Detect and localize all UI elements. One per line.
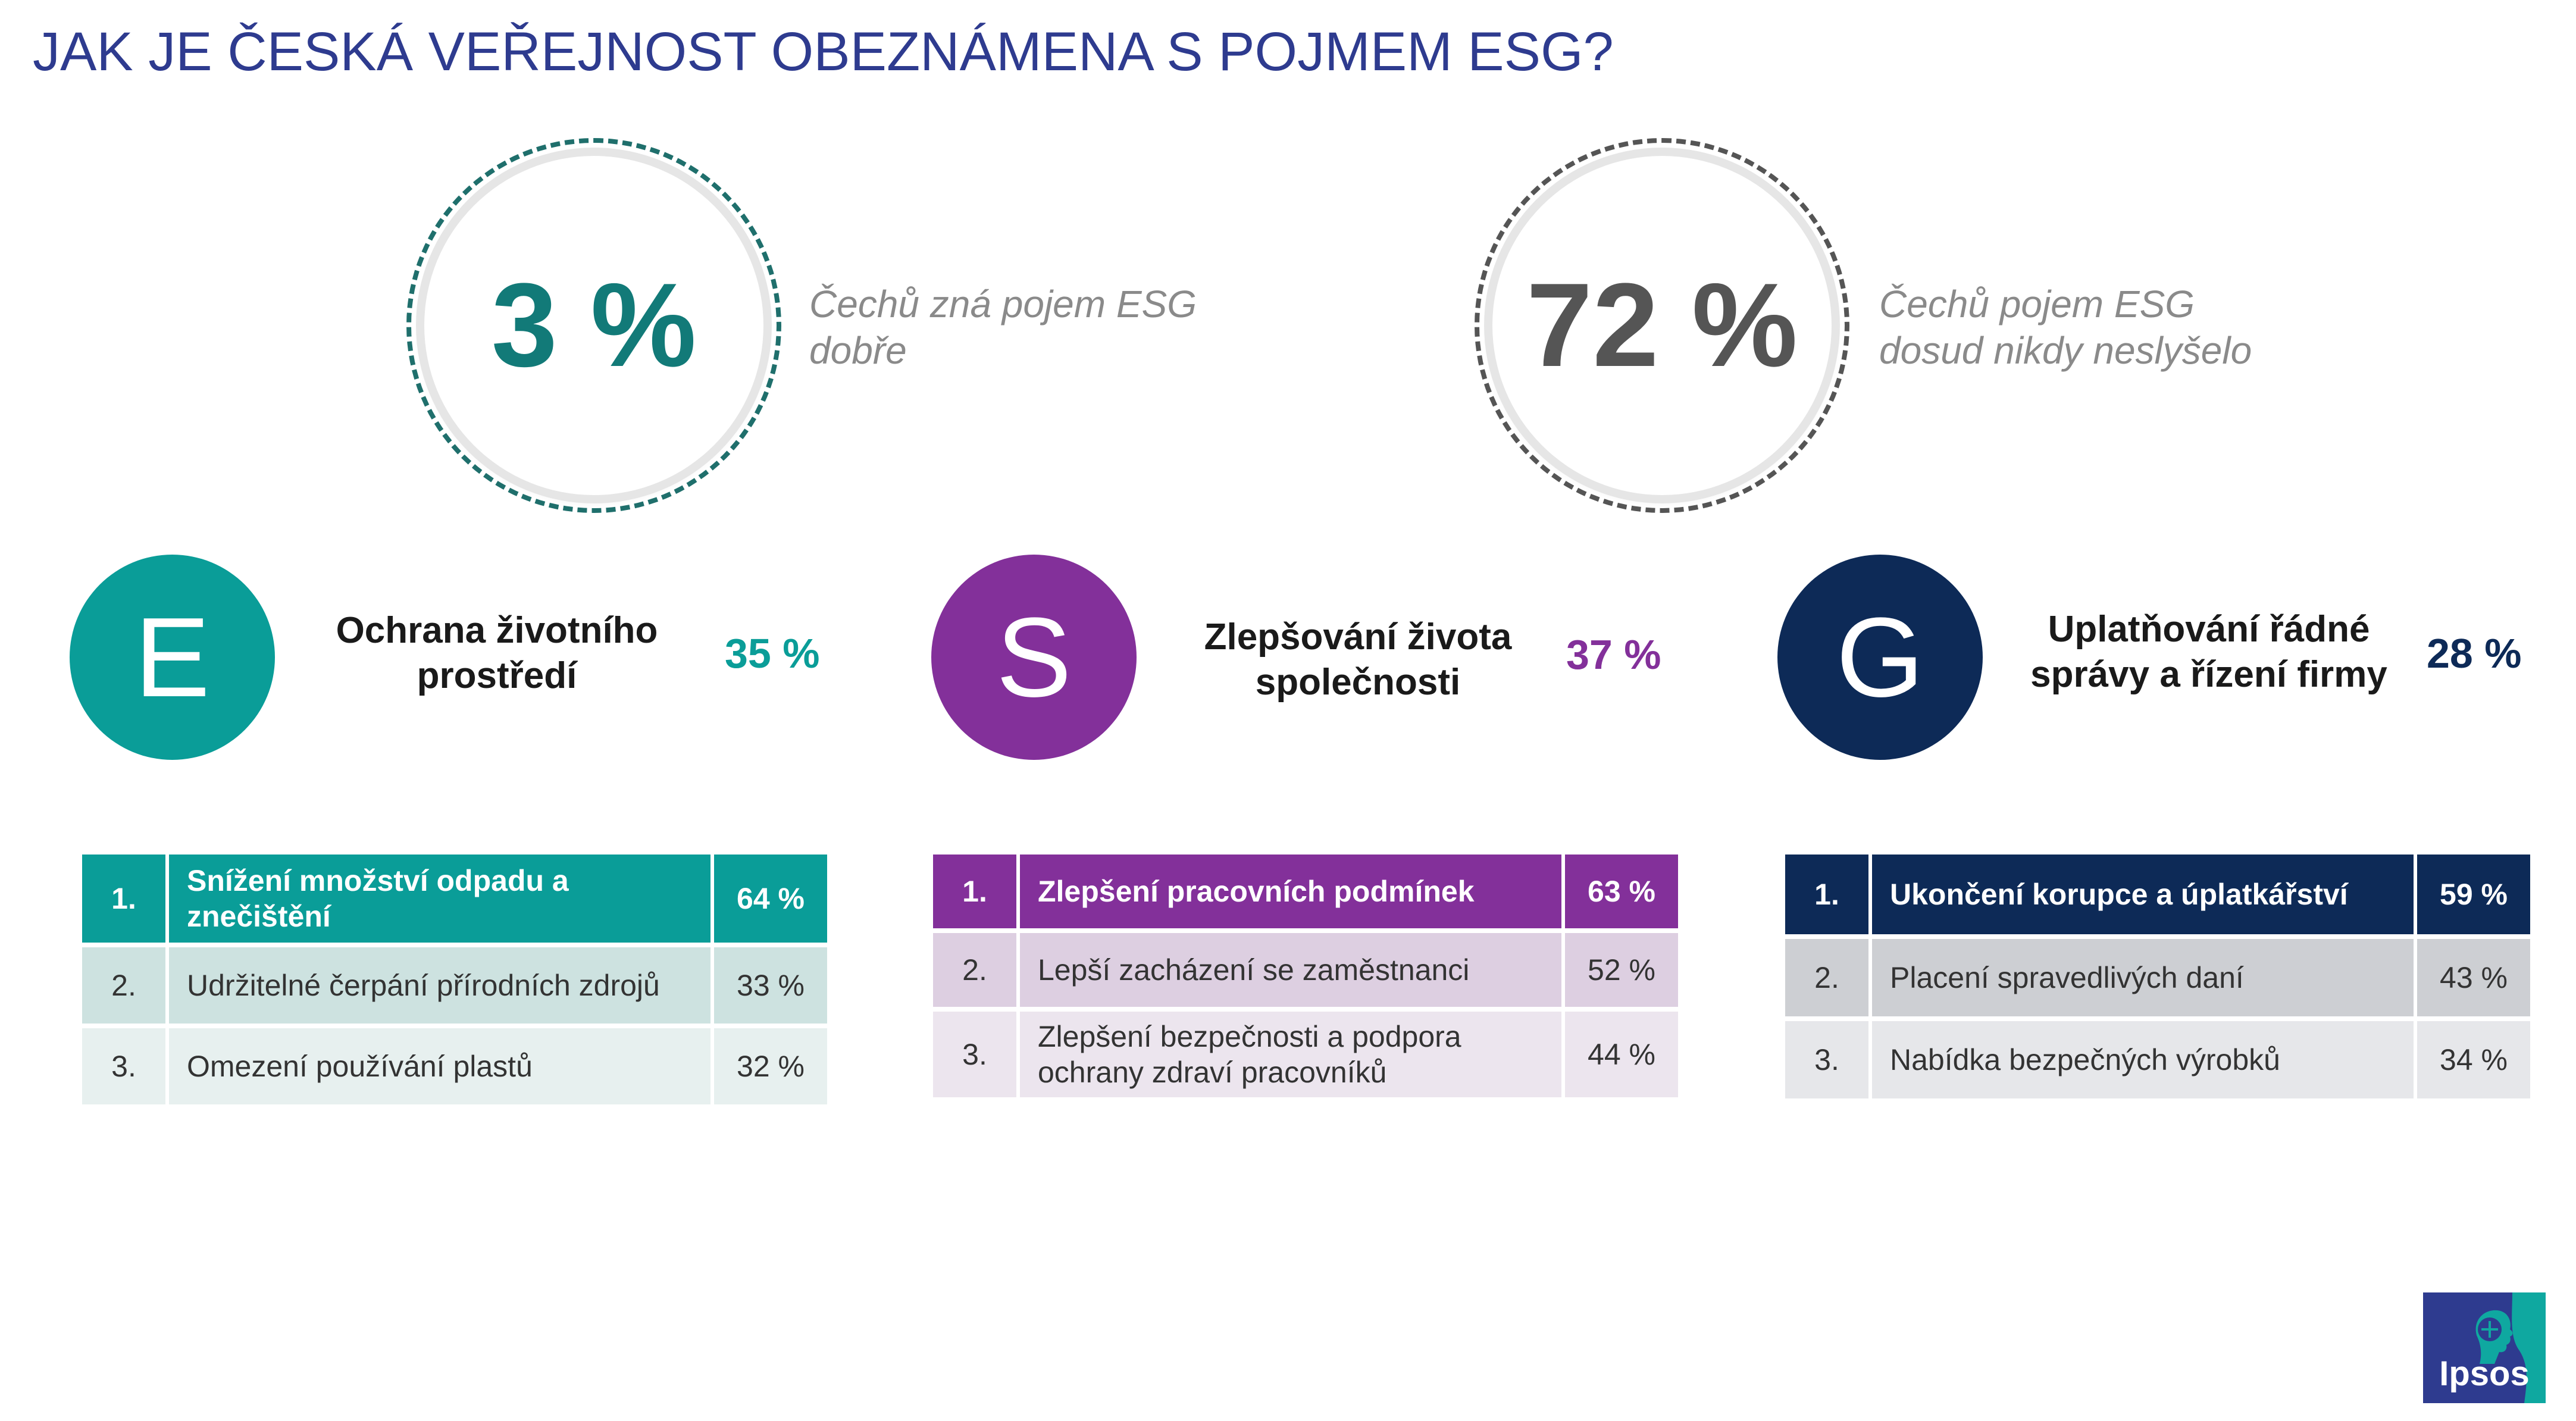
- rank-cell: 3.: [82, 1028, 169, 1104]
- pillar-e-name: Ochrana životního prostředí: [336, 610, 658, 696]
- table-row: 1. Snížení množství odpadu a znečištění …: [82, 855, 827, 943]
- ipsos-logo: Ipsos: [2423, 1292, 2546, 1403]
- ipsos-face-icon: [2475, 1292, 2546, 1403]
- pillar-g-name: Uplatňování řádné správy a řízení firmy: [2030, 609, 2387, 695]
- pct-cell: 44 %: [1565, 1012, 1678, 1097]
- pillar-s-table: 1. Zlepšení pracovních podmínek 63 % 2. …: [933, 850, 1678, 1102]
- table-row: 1. Ukončení korupce a úplatkářství 59 %: [1785, 855, 2530, 934]
- item-cell: Ukončení korupce a úplatkářství: [1872, 855, 2417, 934]
- item-cell: Zlepšení pracovních podmínek: [1020, 855, 1565, 928]
- pillar-e-circle: E: [70, 555, 275, 760]
- table-row: 3. Omezení používání plastů 32 %: [82, 1028, 827, 1104]
- rank-cell: 3.: [933, 1012, 1020, 1097]
- pct-cell: 64 %: [714, 855, 827, 943]
- table-row: 2. Udržitelné čerpání přírodních zdrojů …: [82, 947, 827, 1024]
- rank-cell: 2.: [82, 947, 169, 1024]
- table-row: 2. Placení spravedlivých daní 43 %: [1785, 939, 2530, 1016]
- item-cell: Nabídka bezpečných výrobků: [1872, 1021, 2417, 1098]
- item-cell: Lepší zacházení se zaměstnanci: [1020, 933, 1565, 1007]
- item-cell: Omezení používání plastů: [169, 1028, 714, 1104]
- pillar-g-circle: G: [1777, 555, 1983, 760]
- stat-circle-never-heard: 72 %: [1492, 156, 1832, 495]
- rank-cell: 1.: [933, 855, 1020, 928]
- rank-cell: 1.: [82, 855, 169, 943]
- item-cell: Udržitelné čerpání přírodních zdrojů: [169, 947, 714, 1024]
- item-cell: Snížení množství odpadu a znečištění: [169, 855, 714, 943]
- table-row: 1. Zlepšení pracovních podmínek 63 %: [933, 855, 1678, 928]
- stat-value-known: 3 %: [491, 259, 697, 392]
- pillar-s-circle: S: [931, 555, 1137, 760]
- pct-cell: 52 %: [1565, 933, 1678, 1007]
- pillar-e-pct: 35 %: [725, 630, 820, 677]
- table-row: 3. Zlepšení bezpečnosti a podpora ochran…: [933, 1012, 1678, 1097]
- pillar-e-letter: E: [134, 594, 210, 721]
- stat-ring-never-heard: [1475, 138, 1849, 513]
- pct-cell: 43 %: [2417, 939, 2530, 1016]
- table-row: 3. Nabídka bezpečných výrobků 34 %: [1785, 1021, 2530, 1098]
- rank-cell: 1.: [1785, 855, 1872, 934]
- pillar-g-table: 1. Ukončení korupce a úplatkářství 59 % …: [1785, 850, 2530, 1103]
- pct-cell: 33 %: [714, 947, 827, 1024]
- pct-cell: 32 %: [714, 1028, 827, 1104]
- stat-caption-known: Čechů zná pojem ESG dobře: [809, 283, 1197, 372]
- pillar-e-table: 1. Snížení množství odpadu a znečištění …: [82, 850, 827, 1109]
- pillar-s-name: Zlepšování života společnosti: [1204, 616, 1512, 703]
- stat-circle-known: 3 %: [424, 156, 763, 495]
- rank-cell: 2.: [1785, 939, 1872, 1016]
- item-cell: Zlepšení bezpečnosti a podpora ochrany z…: [1020, 1012, 1565, 1097]
- page-title: JAK JE ČESKÁ VEŘEJNOST OBEZNÁMENA S POJM…: [33, 21, 1614, 82]
- pct-cell: 34 %: [2417, 1021, 2530, 1098]
- pct-cell: 63 %: [1565, 855, 1678, 928]
- table-row: 2. Lepší zacházení se zaměstnanci 52 %: [933, 933, 1678, 1007]
- pillar-g-pct: 28 %: [2427, 630, 2522, 677]
- stat-ring-known: [406, 138, 781, 513]
- ipsos-logo-text: Ipsos: [2439, 1354, 2530, 1393]
- rank-cell: 3.: [1785, 1021, 1872, 1098]
- pct-cell: 59 %: [2417, 855, 2530, 934]
- stat-caption-never-heard: Čechů pojem ESG dosud nikdy neslyšelo: [1879, 283, 2252, 372]
- stat-value-never-heard: 72 %: [1526, 259, 1798, 392]
- pillar-s-letter: S: [996, 594, 1072, 721]
- pillar-s-pct: 37 %: [1566, 631, 1661, 678]
- pillar-g-letter: G: [1836, 594, 1924, 721]
- item-cell: Placení spravedlivých daní: [1872, 939, 2417, 1016]
- rank-cell: 2.: [933, 933, 1020, 1007]
